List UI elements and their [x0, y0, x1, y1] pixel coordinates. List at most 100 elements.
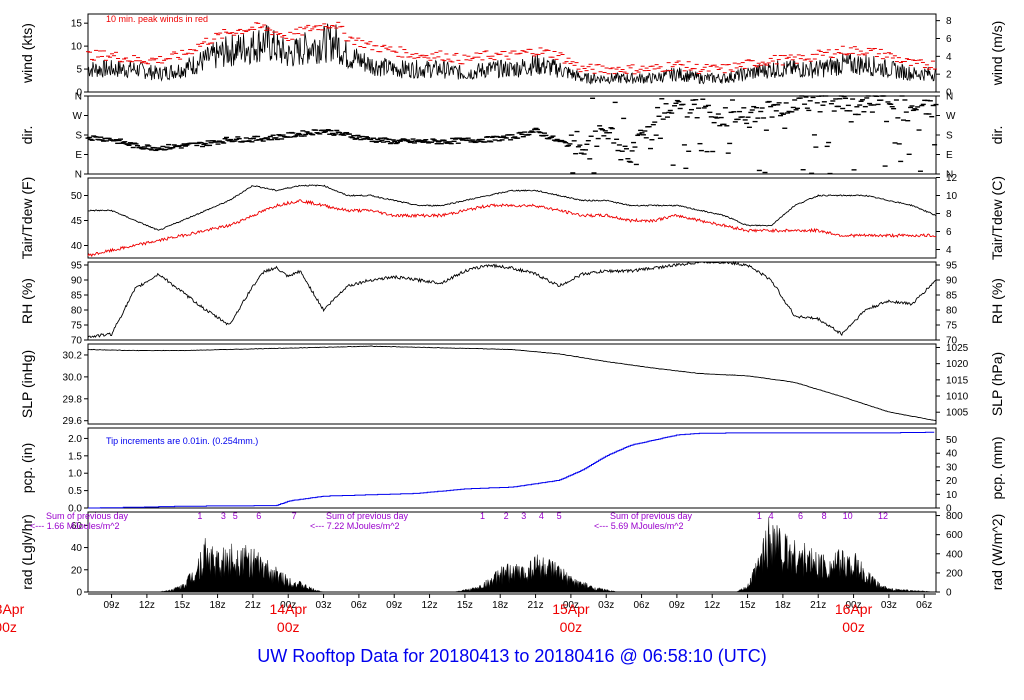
pcp-annotation: Tip increments are 0.01in. (0.254mm.) — [106, 436, 258, 446]
slp-left-tick-label: 29.6 — [63, 416, 83, 427]
time-tick-label: 18z — [209, 600, 225, 611]
rh-left-tick-label: 90 — [71, 276, 83, 287]
time-tick-label: 18z — [775, 600, 791, 611]
temp-left-tick-label: 45 — [71, 216, 83, 227]
wind-left-tick-label: 0 — [76, 88, 82, 99]
rad-hour-mark: 2 — [504, 511, 509, 521]
wind-left-tick-label: 5 — [76, 65, 82, 76]
rad-hour-mark: 1 — [197, 511, 202, 521]
rh-left-tick-label: 80 — [71, 306, 83, 317]
temp-right-tick-label: 8 — [946, 209, 952, 220]
time-tick-label: 21z — [810, 600, 826, 611]
rad-hour-mark: 1 — [480, 511, 485, 521]
wind-annotation: 10 min. peak winds in red — [106, 14, 208, 24]
time-tick-label: 09z — [669, 600, 685, 611]
day-label-time: 00z — [0, 619, 17, 635]
wind-peak-marks — [86, 21, 937, 75]
day-label-time: 00z — [277, 619, 300, 635]
slp-right-tick-label: 1020 — [946, 359, 969, 370]
time-tick-label: 15z — [174, 600, 190, 611]
pcp-left-tick-label: 0.0 — [68, 504, 82, 515]
day-label-time: 00z — [842, 619, 865, 635]
rh-right-tick-label: 85 — [946, 291, 958, 302]
time-tick-label: 00z — [563, 600, 579, 611]
temp-left-tick-label: 40 — [71, 241, 83, 252]
pcp-right-tick-label: 30 — [946, 462, 958, 473]
slp-right-tick-label: 1005 — [946, 408, 969, 419]
time-tick-label: 12z — [421, 600, 437, 611]
temp-right-tick-label: 4 — [946, 245, 952, 256]
wind-left-tick-label: 15 — [71, 19, 83, 30]
time-tick-label: 12z — [704, 600, 720, 611]
wind-left-tick-label: 10 — [71, 42, 83, 53]
rad-left-tick-label: 60 — [71, 521, 83, 532]
time-tick-label: 09z — [386, 600, 402, 611]
rad-sum-note-title: Sum of previous day — [326, 511, 409, 521]
slp-frame — [87, 343, 937, 425]
slp-line — [87, 345, 937, 422]
rh-left-axis-label: RH (%) — [19, 278, 35, 324]
wind-right-tick-label: 0 — [946, 88, 952, 99]
dir-left-tick-label: N — [75, 92, 82, 103]
rad-hour-mark: 4 — [539, 511, 544, 521]
pcp-right-axis-label: pcp. (mm) — [989, 437, 1005, 500]
day-label-date: 16Apr — [835, 601, 873, 617]
time-tick-label: 03z — [315, 600, 331, 611]
rad-hour-mark: 12 — [878, 511, 888, 521]
rad-hour-mark: 5 — [233, 511, 238, 521]
wind-right-tick-label: 4 — [946, 52, 952, 63]
dir-left-tick-label: E — [75, 150, 82, 161]
dir-right-tick-label: N — [946, 170, 953, 181]
time-tick-label: 00z — [280, 600, 296, 611]
time-tick-label: 12z — [139, 600, 155, 611]
dir-left-tick-label: S — [75, 131, 82, 142]
rh-frame — [87, 261, 937, 341]
dir-left-axis-label: dir. — [19, 126, 35, 145]
pcp-right-tick-label: 0 — [946, 504, 952, 515]
rad-hour-mark: 3 — [521, 511, 526, 521]
rad-left-tick-label: 0 — [76, 588, 82, 599]
rh-right-tick-label: 75 — [946, 321, 958, 332]
wind-right-tick-label: 2 — [946, 70, 952, 81]
slp-right-axis-label: SLP (hPa) — [989, 352, 1005, 416]
rh-left-tick-label: 95 — [71, 261, 83, 272]
rad-hour-mark: 10 — [843, 511, 853, 521]
rad-sum-note-value: <--- 5.69 MJoules/m^2 — [594, 521, 684, 531]
time-tick-label: 00z — [845, 600, 861, 611]
pcp-right-tick-label: 10 — [946, 490, 958, 501]
rad-hour-mark: 1 — [757, 511, 762, 521]
rad-hour-mark: 6 — [256, 511, 261, 521]
pcp-right-tick-label: 20 — [946, 476, 958, 487]
time-tick-label: 18z — [492, 600, 508, 611]
rad-hour-mark: 7 — [292, 511, 297, 521]
pcp-left-tick-label: 1.0 — [68, 469, 82, 480]
pcp-left-axis-label: pcp. (in) — [19, 443, 35, 494]
rad-hour-mark: 8 — [822, 511, 827, 521]
dir-right-axis-label: dir. — [989, 126, 1005, 145]
wind-right-tick-label: 6 — [946, 34, 952, 45]
pcp-line — [88, 431, 935, 509]
rh-line — [87, 260, 937, 338]
dir-right-tick-label: N — [946, 92, 953, 103]
rad-right-tick-label: 200 — [946, 568, 963, 579]
rad-left-tick-label: 20 — [71, 565, 83, 576]
pcp-right-tick-label: 40 — [946, 449, 958, 460]
time-tick-label: 06z — [633, 600, 649, 611]
dir-right-tick-label: E — [946, 150, 953, 161]
rh-left-tick-label: 75 — [71, 321, 83, 332]
slp-left-tick-label: 30.2 — [63, 350, 83, 361]
rad-hour-mark: 4 — [769, 511, 774, 521]
rh-left-tick-label: 85 — [71, 291, 83, 302]
rh-right-axis-label: RH (%) — [989, 278, 1005, 324]
rad-area — [88, 517, 937, 593]
day-label-date: 14Apr — [270, 601, 308, 617]
time-tick-label: 15z — [739, 600, 755, 611]
pcp-left-tick-label: 2.0 — [68, 434, 82, 445]
temp-right-tick-label: 10 — [946, 191, 958, 202]
dir-left-tick-label: N — [75, 170, 82, 181]
temp-left-tick-label: 50 — [71, 191, 83, 202]
temp-right-axis-label: Tair/Tdew (C) — [989, 176, 1005, 260]
rad-right-tick-label: 800 — [946, 511, 963, 522]
page-title: UW Rooftop Data for 20180413 to 20180416… — [257, 646, 767, 666]
